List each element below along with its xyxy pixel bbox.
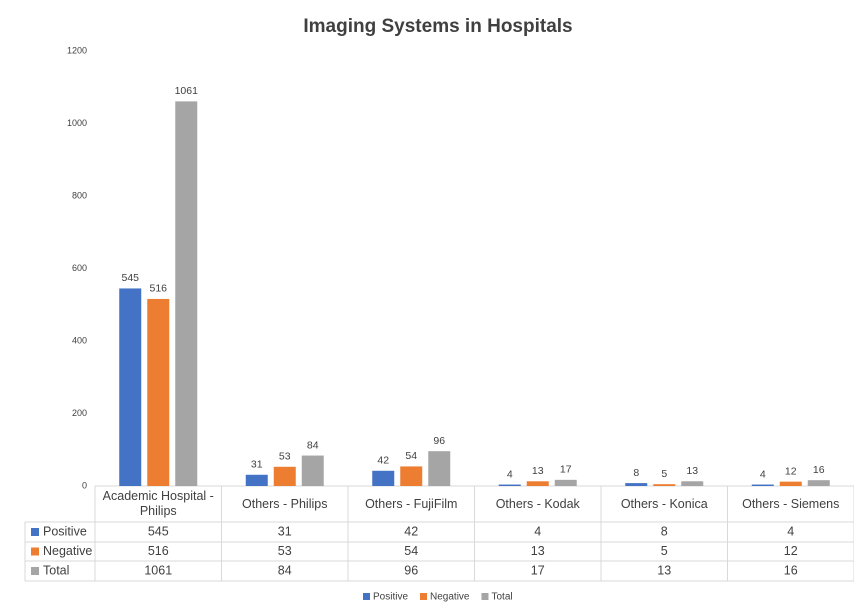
- bar: [273, 466, 296, 486]
- table-cell: 31: [278, 524, 292, 538]
- data-label: 1061: [175, 85, 199, 97]
- data-label: 5: [661, 468, 667, 480]
- bar: [372, 470, 395, 486]
- table-cell: 53: [278, 544, 292, 558]
- legend-key: [481, 593, 489, 600]
- bar: [681, 481, 704, 486]
- table-cell: 8: [661, 524, 668, 538]
- x-tick-label: Others - Konica: [620, 496, 708, 511]
- bar: [526, 481, 549, 486]
- bar: [245, 474, 268, 486]
- bar: [147, 298, 170, 486]
- table-cell: 4: [787, 524, 794, 538]
- data-label: 545: [121, 272, 139, 284]
- bar: [119, 288, 142, 486]
- table-cell: 5: [661, 544, 668, 558]
- legend-key: [363, 593, 370, 600]
- table-row-label: Positive: [43, 524, 87, 538]
- data-label: 4: [760, 468, 766, 480]
- table-cell: 16: [784, 563, 798, 577]
- y-tick-label: 200: [72, 408, 87, 418]
- x-tick-label: Others - Siemens: [742, 496, 840, 511]
- data-label: 84: [307, 439, 319, 451]
- table-row-label: Total: [43, 563, 69, 577]
- data-label: 516: [149, 283, 167, 295]
- legend-label: Negative: [430, 592, 470, 603]
- y-tick-label: 1000: [67, 118, 87, 128]
- y-tick-label: 1200: [67, 45, 87, 55]
- bar: [301, 455, 324, 486]
- table-cell: 1061: [144, 563, 172, 577]
- bar: [751, 484, 774, 486]
- x-tick-label: Others - FujiFilm: [365, 496, 458, 511]
- data-label: 53: [279, 451, 291, 463]
- table-cell: 42: [404, 524, 418, 538]
- table-cell: 545: [148, 524, 169, 538]
- bar: [175, 101, 198, 486]
- data-label: 42: [377, 455, 389, 467]
- legend-key: [31, 567, 39, 575]
- chart-title: Imaging Systems in Hospitals: [303, 16, 572, 37]
- legend-label: Positive: [373, 592, 408, 603]
- table-cell: 12: [784, 544, 798, 558]
- x-tick-label: Others - Philips: [242, 496, 328, 511]
- data-label: 8: [633, 467, 639, 479]
- legend-key: [31, 528, 39, 536]
- bar: [807, 480, 830, 486]
- data-label: 96: [433, 435, 445, 447]
- table-cell: 516: [148, 544, 169, 558]
- legend-key: [31, 547, 39, 556]
- data-label: 4: [507, 468, 513, 480]
- x-tick-label: Academic Hospital - Philips: [102, 489, 214, 518]
- table-cell: 13: [531, 544, 545, 558]
- y-tick-label: 400: [72, 335, 87, 345]
- table-cell: 96: [404, 563, 418, 577]
- bar: [400, 466, 423, 486]
- bar: [554, 479, 577, 486]
- legend-key: [420, 593, 428, 600]
- bar: [779, 481, 802, 486]
- data-label: 54: [405, 450, 417, 462]
- legend-label: Total: [491, 592, 512, 603]
- table-cell: 4: [534, 524, 541, 538]
- data-label: 16: [813, 464, 825, 476]
- table-cell: 13: [657, 563, 671, 577]
- data-label: 12: [785, 465, 797, 477]
- y-tick-label: 600: [72, 263, 87, 273]
- data-label: 13: [686, 465, 698, 477]
- x-tick-label: Others - Kodak: [495, 496, 580, 511]
- data-label: 31: [251, 459, 263, 471]
- data-label: 13: [532, 465, 544, 477]
- bar: [498, 484, 521, 486]
- table-cell: 84: [278, 563, 292, 577]
- table-cell: 54: [404, 544, 418, 558]
- y-tick-label: 800: [72, 190, 87, 200]
- y-tick-label: 0: [82, 480, 87, 490]
- bar: [653, 484, 676, 486]
- bar: [428, 451, 451, 486]
- table-row-label: Negative: [43, 544, 92, 558]
- table-cell: 17: [531, 563, 545, 577]
- data-label: 17: [560, 464, 572, 476]
- bar: [625, 483, 648, 486]
